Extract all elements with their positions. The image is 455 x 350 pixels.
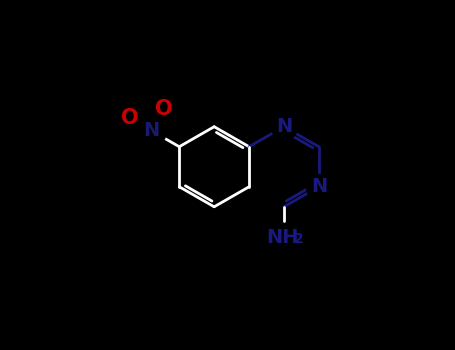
Text: NH: NH bbox=[266, 228, 298, 247]
Text: O: O bbox=[155, 99, 172, 119]
Text: O: O bbox=[121, 108, 138, 128]
Text: N: N bbox=[143, 121, 159, 140]
Text: N: N bbox=[276, 117, 292, 136]
Text: N: N bbox=[311, 177, 327, 196]
Text: 2: 2 bbox=[294, 232, 304, 246]
